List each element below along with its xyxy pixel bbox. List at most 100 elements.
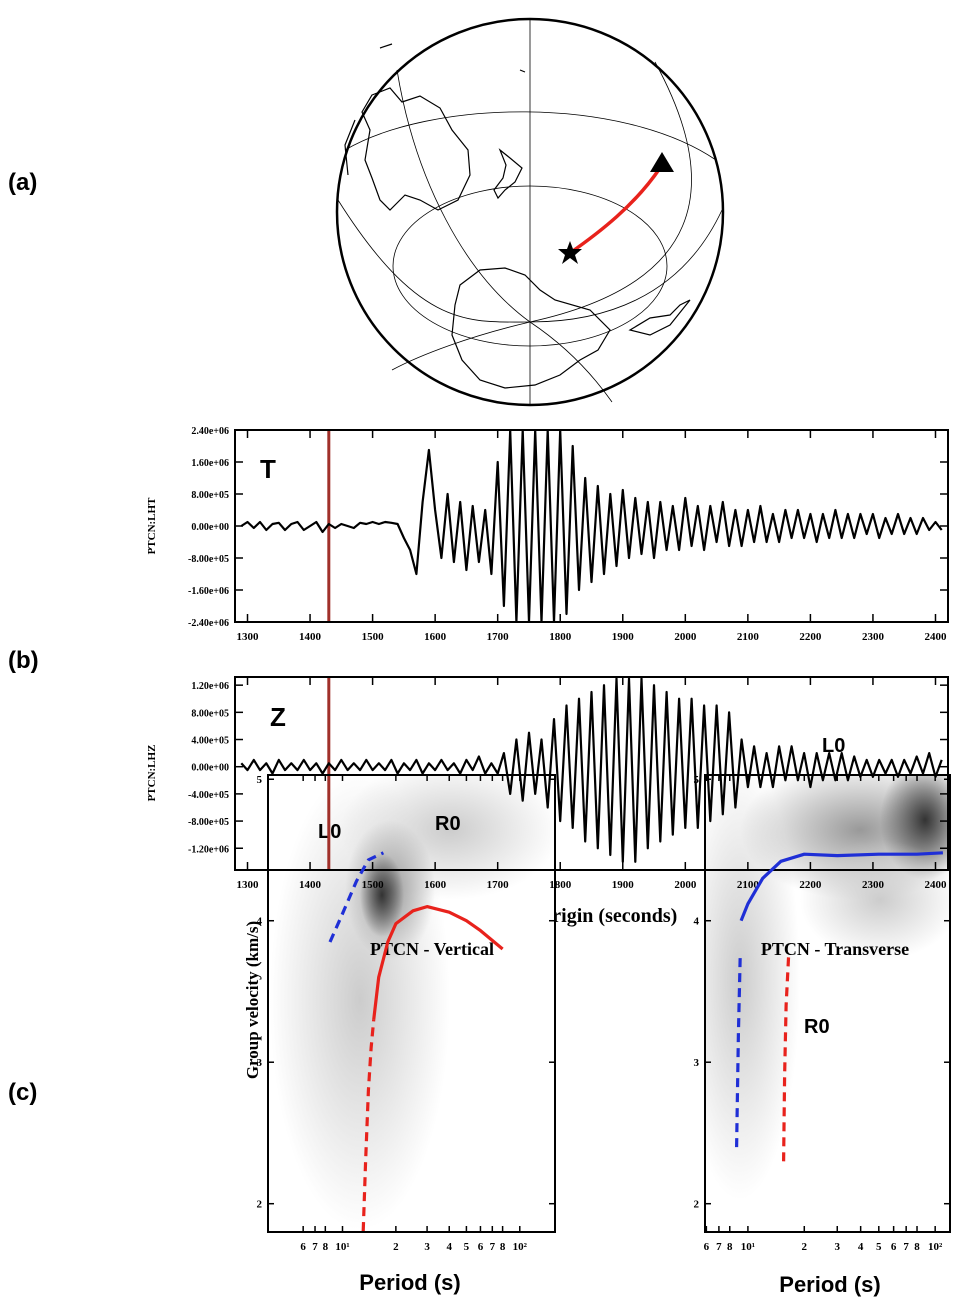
curve-label: L0 [822, 735, 845, 757]
x-tick-label: 1900 [612, 631, 635, 643]
globe [335, 17, 725, 407]
y-tick-label: 1.20e+06 [191, 681, 229, 692]
series-line [361, 1019, 376, 1232]
dispersion-image [705, 775, 950, 1232]
y-axis-label: PTCN:LHT [146, 497, 158, 555]
x-tick-label: 2000 [674, 631, 697, 643]
x-tick-label: 1700 [487, 631, 510, 643]
x-tick-label: 2 [802, 1241, 808, 1253]
y-tick-label: 4 [257, 916, 263, 928]
chart-title: PTCN - Transverse [761, 939, 909, 959]
y-tick-label: -2.40e+06 [188, 618, 229, 629]
panel-label: (b) [8, 647, 39, 674]
y-axis-label: PTCN:LHZ [146, 745, 158, 802]
chart: 1.20e+06 8.00e+05 4.00e+05 0.00e+00 -4.00e+0… [188, 676, 949, 891]
chart: 2.40e+06 1.60e+06 8.00e+05 0.00e+00 -8.00e+0… [188, 426, 949, 643]
y-tick-label: 4 [694, 916, 700, 928]
series-line [735, 956, 742, 1148]
x-tick-label: 2300 [862, 631, 885, 643]
y-tick-label: -4.00e+05 [188, 790, 229, 801]
x-tick-label: 7 [312, 1241, 318, 1253]
series-line [739, 851, 943, 922]
x-tick-label: 3 [424, 1241, 430, 1253]
x-tick-label: 2 [393, 1241, 399, 1253]
x-tick-label: 2200 [799, 631, 822, 643]
x-tick-label: 2200 [799, 879, 822, 891]
x-tick-label: 10² [513, 1241, 528, 1253]
y-tick-label: 5 [694, 774, 700, 786]
x-tick-label: 1500 [362, 631, 385, 643]
trace-label: T [260, 454, 276, 484]
x-tick-label: 7 [716, 1241, 722, 1253]
y-tick-label: 0.00e+00 [191, 522, 229, 533]
panel-label: (c) [8, 1079, 37, 1106]
curve-label: R0 [804, 1016, 830, 1038]
x-tick-label: 8 [323, 1241, 329, 1253]
x-tick-label: 10¹ [741, 1241, 755, 1253]
x-tick-label: 8 [500, 1241, 506, 1253]
x-tick-label: 1600 [424, 631, 447, 643]
y-tick-label: 3 [257, 1057, 263, 1069]
x-tick-label: 2400 [924, 879, 947, 891]
x-tick-label: 2400 [924, 631, 947, 643]
series-line [782, 956, 791, 1162]
x-tick-label: 2300 [862, 879, 885, 891]
x-tick-label: 2100 [737, 879, 760, 891]
x-tick-label: 1900 [612, 879, 635, 891]
x-tick-label: 4 [446, 1241, 452, 1253]
x-tick-label: 1800 [549, 879, 572, 891]
y-tick-label: 3 [694, 1057, 700, 1069]
plot-frame [234, 676, 949, 871]
y-tick-label: 0.00e+00 [191, 763, 229, 774]
series-line [372, 905, 504, 1020]
x-tick-label: 1800 [549, 631, 572, 643]
y-tick-label: 5 [257, 774, 263, 786]
x-tick-label: 10¹ [335, 1241, 349, 1253]
plots: 2.40e+06 1.60e+06 8.00e+05 0.00e+00 -8.00e+0… [188, 426, 951, 1253]
x-tick-label: 1400 [299, 879, 322, 891]
dispersion-image [268, 775, 555, 1232]
series-line [328, 851, 385, 943]
x-tick-label: 1300 [237, 879, 260, 891]
y-tick-label: 2 [257, 1199, 263, 1211]
x-tick-label: 5 [464, 1241, 470, 1253]
y-tick-label: 4.00e+05 [191, 736, 229, 747]
plot-frame [267, 774, 556, 1233]
y-tick-label: -1.60e+06 [188, 586, 229, 597]
plot-frame [234, 429, 949, 623]
series-line [240, 430, 943, 622]
x-tick-label: 2100 [737, 631, 760, 643]
y-tick-label: -1.20e+06 [188, 844, 229, 855]
x-tick-label: 8 [914, 1241, 920, 1253]
y-tick-label: 2.40e+06 [191, 426, 229, 437]
series-line [240, 677, 943, 863]
x-tick-label: 6 [891, 1241, 897, 1253]
curve-label: R0 [435, 813, 461, 835]
y-axis-label: Group velocity (km/s) [243, 921, 262, 1079]
y-tick-label: 1.60e+06 [191, 458, 229, 469]
x-tick-label: 5 [876, 1241, 882, 1253]
x-tick-label: 1700 [487, 879, 510, 891]
x-tick-label: 1600 [424, 879, 447, 891]
y-tick-label: 2 [694, 1199, 700, 1211]
trace-label: Z [270, 702, 286, 732]
y-tick-label: 8.00e+05 [191, 490, 229, 501]
x-tick-label: 6 [478, 1241, 484, 1253]
x-tick-label: 4 [858, 1241, 864, 1253]
y-tick-label: -8.00e+05 [188, 554, 229, 565]
x-tick-label: 1500 [362, 879, 385, 891]
x-tick-label: 7 [490, 1241, 496, 1253]
x-axis-label: Period (s) [359, 1270, 460, 1295]
plot-frame [704, 774, 951, 1233]
x-tick-label: 7 [903, 1241, 909, 1253]
x-tick-label: 2000 [674, 879, 697, 891]
x-tick-label: 10² [928, 1241, 943, 1253]
x-tick-label: 6 [704, 1241, 710, 1253]
x-tick-label: 8 [727, 1241, 733, 1253]
x-tick-label: 1400 [299, 631, 322, 643]
x-tick-label: 6 [300, 1241, 306, 1253]
x-tick-label: 1300 [237, 631, 260, 643]
panel-label: (a) [8, 169, 37, 196]
